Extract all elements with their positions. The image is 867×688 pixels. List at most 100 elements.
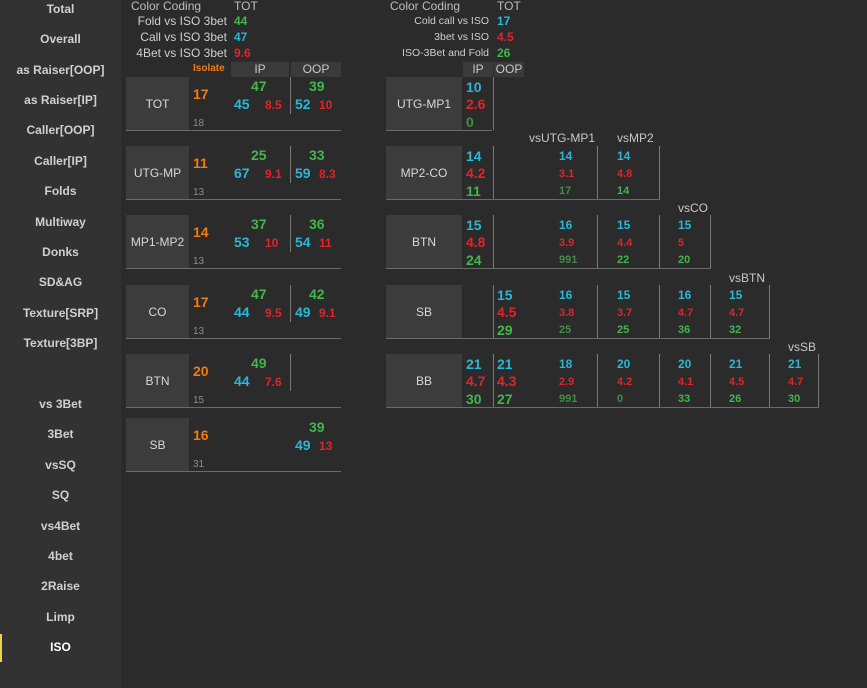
sidebar-item-vs-3bet[interactable]: vs 3Bet [39,397,82,411]
vs-divider [659,215,660,268]
vs-label: vsSB [788,340,817,354]
legend-tot-header: TOT [234,0,258,13]
sidebar-item-vs4bet[interactable]: vs4Bet [40,519,81,533]
oop-cyan: 49 [295,437,311,453]
ip-cyan: 15 [466,217,482,233]
header-bg-ip [231,62,289,77]
sidebar-item-multiway[interactable]: Multiway [35,215,86,229]
sidebar-item-iso[interactable]: ISO [50,640,71,654]
vs-cyan: 18 [559,357,573,371]
vs-green: 14 [617,185,630,197]
oop-cyan: 59 [295,165,311,181]
ip-red: 9.1 [265,167,282,181]
header-ip: IP [472,62,484,76]
sidebar-item-total[interactable]: Total [46,2,75,16]
vs-divider [710,354,711,407]
legend-label: 3bet vs ISO [434,31,489,43]
legend-label: Cold call vs ISO [414,15,489,27]
isolate-header: Isolate [193,63,225,74]
ip-green: 30 [466,391,482,407]
vs-cyan: 16 [678,288,692,302]
isolate-value: 11 [193,155,208,171]
vs-green: 25 [617,324,630,336]
oop-red: 13 [319,439,333,453]
ip-oop-divider [290,77,291,114]
sidebar-item-overall[interactable]: Overall [40,32,81,46]
legend-value: 47 [234,30,248,44]
vs-green: 26 [729,393,742,405]
position-co: CO [126,285,189,339]
vs-red: 2.9 [559,376,575,388]
row-separator [126,199,341,200]
ip-oop-divider [290,354,291,391]
vs-divider [597,354,598,407]
legend-tot-header: TOT [497,0,521,13]
vs-divider [597,215,598,268]
sample-size: 18 [193,118,205,129]
sidebar-item-3bet[interactable]: 3Bet [47,427,74,441]
row-separator [126,338,341,339]
ip-cyan: 10 [466,79,482,95]
vs-cyan: 16 [559,218,573,232]
legend-label: Fold vs ISO 3bet [137,14,227,28]
sample-size: 31 [193,459,205,470]
position-utg-mp1: UTG-MP1 [386,77,462,131]
legend-title: Color Coding [390,0,461,13]
sidebar-item-limp[interactable]: Limp [46,610,75,624]
active-indicator [0,634,2,662]
vs-divider [710,215,711,268]
vs-cyan: 20 [617,357,631,371]
ip-red: 4.2 [466,165,486,181]
sidebar-item-vssq[interactable]: vsSQ [45,458,76,472]
ip-green: 37 [251,216,267,232]
ip-cyan: 67 [234,165,250,181]
vs-divider [597,146,598,199]
sidebar-item-donks[interactable]: Donks [42,245,79,259]
position-btn: BTN [386,215,462,269]
sidebar-item-as-raiser-oop[interactable]: as Raiser[OOP] [16,63,105,77]
legend-label: 4Bet vs ISO 3bet [136,46,227,60]
sidebar-item-4bet[interactable]: 4bet [48,549,73,563]
ip-red: 7.6 [265,375,282,389]
header-bg-oop [494,62,524,77]
vs-label: vsBTN [729,271,765,285]
oop-green: 42 [309,286,325,302]
sidebar-item-sd-ag[interactable]: SD&AG [38,275,83,289]
legend-label: ISO-3Bet and Fold [402,47,489,59]
ip-oop-divider [493,354,494,407]
sidebar-item-as-raiser-ip[interactable]: as Raiser[IP] [24,93,97,107]
oop-cyan: 52 [295,96,311,112]
position-btn: BTN [126,354,189,408]
row-separator [126,407,341,408]
ip-cyan: 45 [234,96,250,112]
ip-oop-divider [493,215,494,268]
row-separator [126,471,341,472]
sidebar-item-texture-3bp[interactable]: Texture[3BP] [23,336,98,350]
vs-cyan: 15 [729,288,743,302]
vs-green: 20 [678,254,691,266]
header-ip: IP [254,62,266,76]
vs-cyan: 15 [617,288,631,302]
sidebar-item-caller-ip[interactable]: Caller[IP] [34,154,87,168]
header-bg-oop [291,62,341,77]
oop-cyan: 49 [295,304,311,320]
vs-red: 4.1 [678,376,694,388]
ip-red: 4.7 [466,373,486,389]
ip-oop-divider [290,146,291,183]
isolate-value: 16 [193,427,209,443]
sidebar-item-sq[interactable]: SQ [51,488,70,502]
sidebar-item-texture-srp[interactable]: Texture[SRP] [22,306,99,320]
sample-size: 13 [193,256,205,267]
sidebar-item-folds[interactable]: Folds [44,184,77,198]
oop-red: 9.1 [319,306,336,320]
row-separator [386,268,711,269]
vs-divider [818,354,819,407]
vs-green: 30 [788,393,801,405]
ip-oop-divider [290,285,291,322]
sidebar-item-2raise[interactable]: 2Raise [41,579,80,593]
sample-size: 13 [193,187,205,198]
header-oop: OOP [302,62,330,76]
sidebar-item-caller-oop[interactable]: Caller[OOP] [26,123,95,137]
legend-value: 26 [497,46,511,60]
oop-green: 39 [309,419,325,435]
